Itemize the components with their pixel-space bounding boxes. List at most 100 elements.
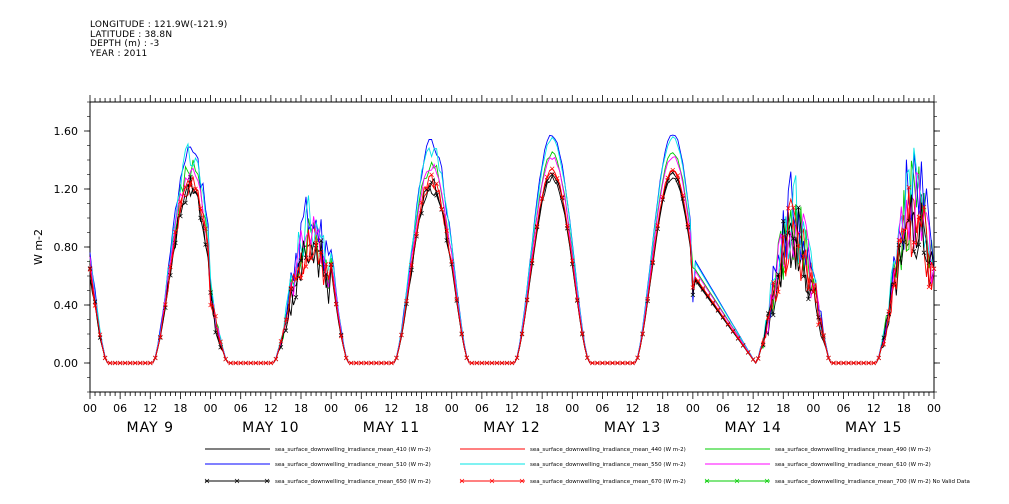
series-marker: [107, 360, 113, 366]
series-marker: [198, 205, 203, 211]
day-label: MAY 11: [363, 420, 420, 436]
series-marker: [554, 175, 560, 181]
series-marker: [620, 360, 625, 366]
series-marker: [575, 297, 580, 302]
series-marker: [786, 205, 791, 211]
x-tick-label: 18: [897, 402, 911, 415]
x-tick-label: 18: [415, 402, 429, 415]
series-line: [89, 156, 935, 364]
series-marker: [419, 200, 424, 205]
series-marker: [489, 360, 495, 366]
series-marker: [333, 301, 339, 307]
series-marker: [369, 360, 374, 366]
legend-label: sea_surface_downwelling_irradiance_mean_…: [275, 479, 431, 485]
series-marker: [866, 360, 871, 366]
series-marker: [364, 360, 369, 366]
series-marker: [735, 335, 741, 341]
series-marker: [208, 290, 213, 295]
series-marker: [278, 338, 284, 344]
series-marker: [293, 277, 299, 282]
series-marker: [384, 360, 389, 366]
series-marker: [158, 334, 163, 340]
series-marker: [449, 259, 454, 264]
series-marker: [308, 256, 314, 261]
series-marker: [429, 172, 434, 178]
series-marker: [303, 264, 309, 269]
series-marker: [906, 185, 912, 190]
series-marker: [374, 360, 379, 366]
series-marker: [459, 331, 465, 336]
series-marker: [595, 360, 600, 366]
series-marker: [143, 360, 148, 366]
y-tick-label: 1.60: [54, 125, 79, 138]
legend-label: sea_surface_downwelling_irradiance_mean_…: [775, 479, 970, 485]
series-marker: [660, 194, 665, 200]
legend-marker: [204, 478, 210, 484]
x-tick-label: 18: [656, 402, 670, 415]
series-marker: [188, 174, 193, 180]
legend-marker: [704, 478, 710, 484]
x-tick-label: 00: [806, 402, 820, 415]
series-marker: [559, 194, 565, 200]
series-marker: [424, 187, 429, 192]
series-marker: [218, 339, 223, 345]
series-marker: [434, 193, 439, 198]
series-marker: [821, 332, 826, 338]
series-marker: [630, 360, 635, 366]
series-marker: [846, 360, 851, 366]
series-marker: [198, 215, 203, 221]
y-tick-label: 0.40: [54, 299, 79, 312]
series-marker: [434, 181, 439, 186]
series-marker: [424, 185, 429, 191]
series-marker: [720, 314, 726, 319]
series-marker: [635, 355, 640, 360]
series-marker: [836, 360, 841, 366]
series-marker: [700, 285, 706, 291]
series-marker: [740, 342, 746, 348]
series-marker: [253, 360, 259, 366]
series-marker: [213, 330, 218, 335]
series-marker: [178, 199, 183, 205]
series-marker: [896, 242, 902, 248]
series-marker: [343, 355, 349, 361]
year-text: YEAR : 2011: [90, 48, 148, 59]
series-marker: [529, 258, 535, 263]
x-tick-label: 06: [716, 402, 730, 415]
x-tick-label: 00: [927, 402, 941, 415]
series-marker: [781, 218, 786, 224]
metadata-header: LONGITUDE : 121.9W(-121.9) LATITUDE : 38…: [90, 20, 228, 59]
series-marker: [650, 259, 655, 265]
series-marker: [645, 296, 650, 302]
series-marker: [303, 255, 309, 261]
series-marker: [238, 360, 243, 366]
series-marker: [539, 196, 545, 201]
series-marker: [876, 355, 881, 361]
series-marker: [338, 333, 344, 339]
legend-marker: [264, 478, 270, 484]
series-marker: [831, 360, 836, 366]
x-tick-label: 06: [837, 402, 851, 415]
series-marker: [916, 242, 922, 247]
series-marker: [755, 356, 761, 361]
series-marker: [318, 249, 324, 255]
series-marker: [806, 296, 811, 302]
series-marker: [665, 175, 670, 181]
series-marker: [469, 360, 475, 366]
series-marker: [359, 360, 364, 366]
series-marker: [92, 303, 98, 308]
chart-axes: 0.00 0.40 0.80 1.20 1.60 W m-2 00 06 12 18 00 06 12 1…: [32, 95, 941, 436]
series-marker: [183, 200, 188, 206]
series-marker: [499, 360, 505, 366]
series-marker: [137, 360, 143, 366]
series-marker: [921, 250, 927, 256]
series-marker: [856, 360, 861, 366]
series-marker: [801, 253, 806, 259]
series-marker: [258, 360, 264, 366]
series-marker: [901, 239, 907, 245]
series-marker: [690, 285, 696, 290]
series-marker: [916, 214, 922, 220]
series-marker: [132, 360, 138, 366]
x-tick-label: 06: [354, 402, 368, 415]
series-marker: [208, 302, 213, 308]
series-marker: [409, 267, 414, 273]
